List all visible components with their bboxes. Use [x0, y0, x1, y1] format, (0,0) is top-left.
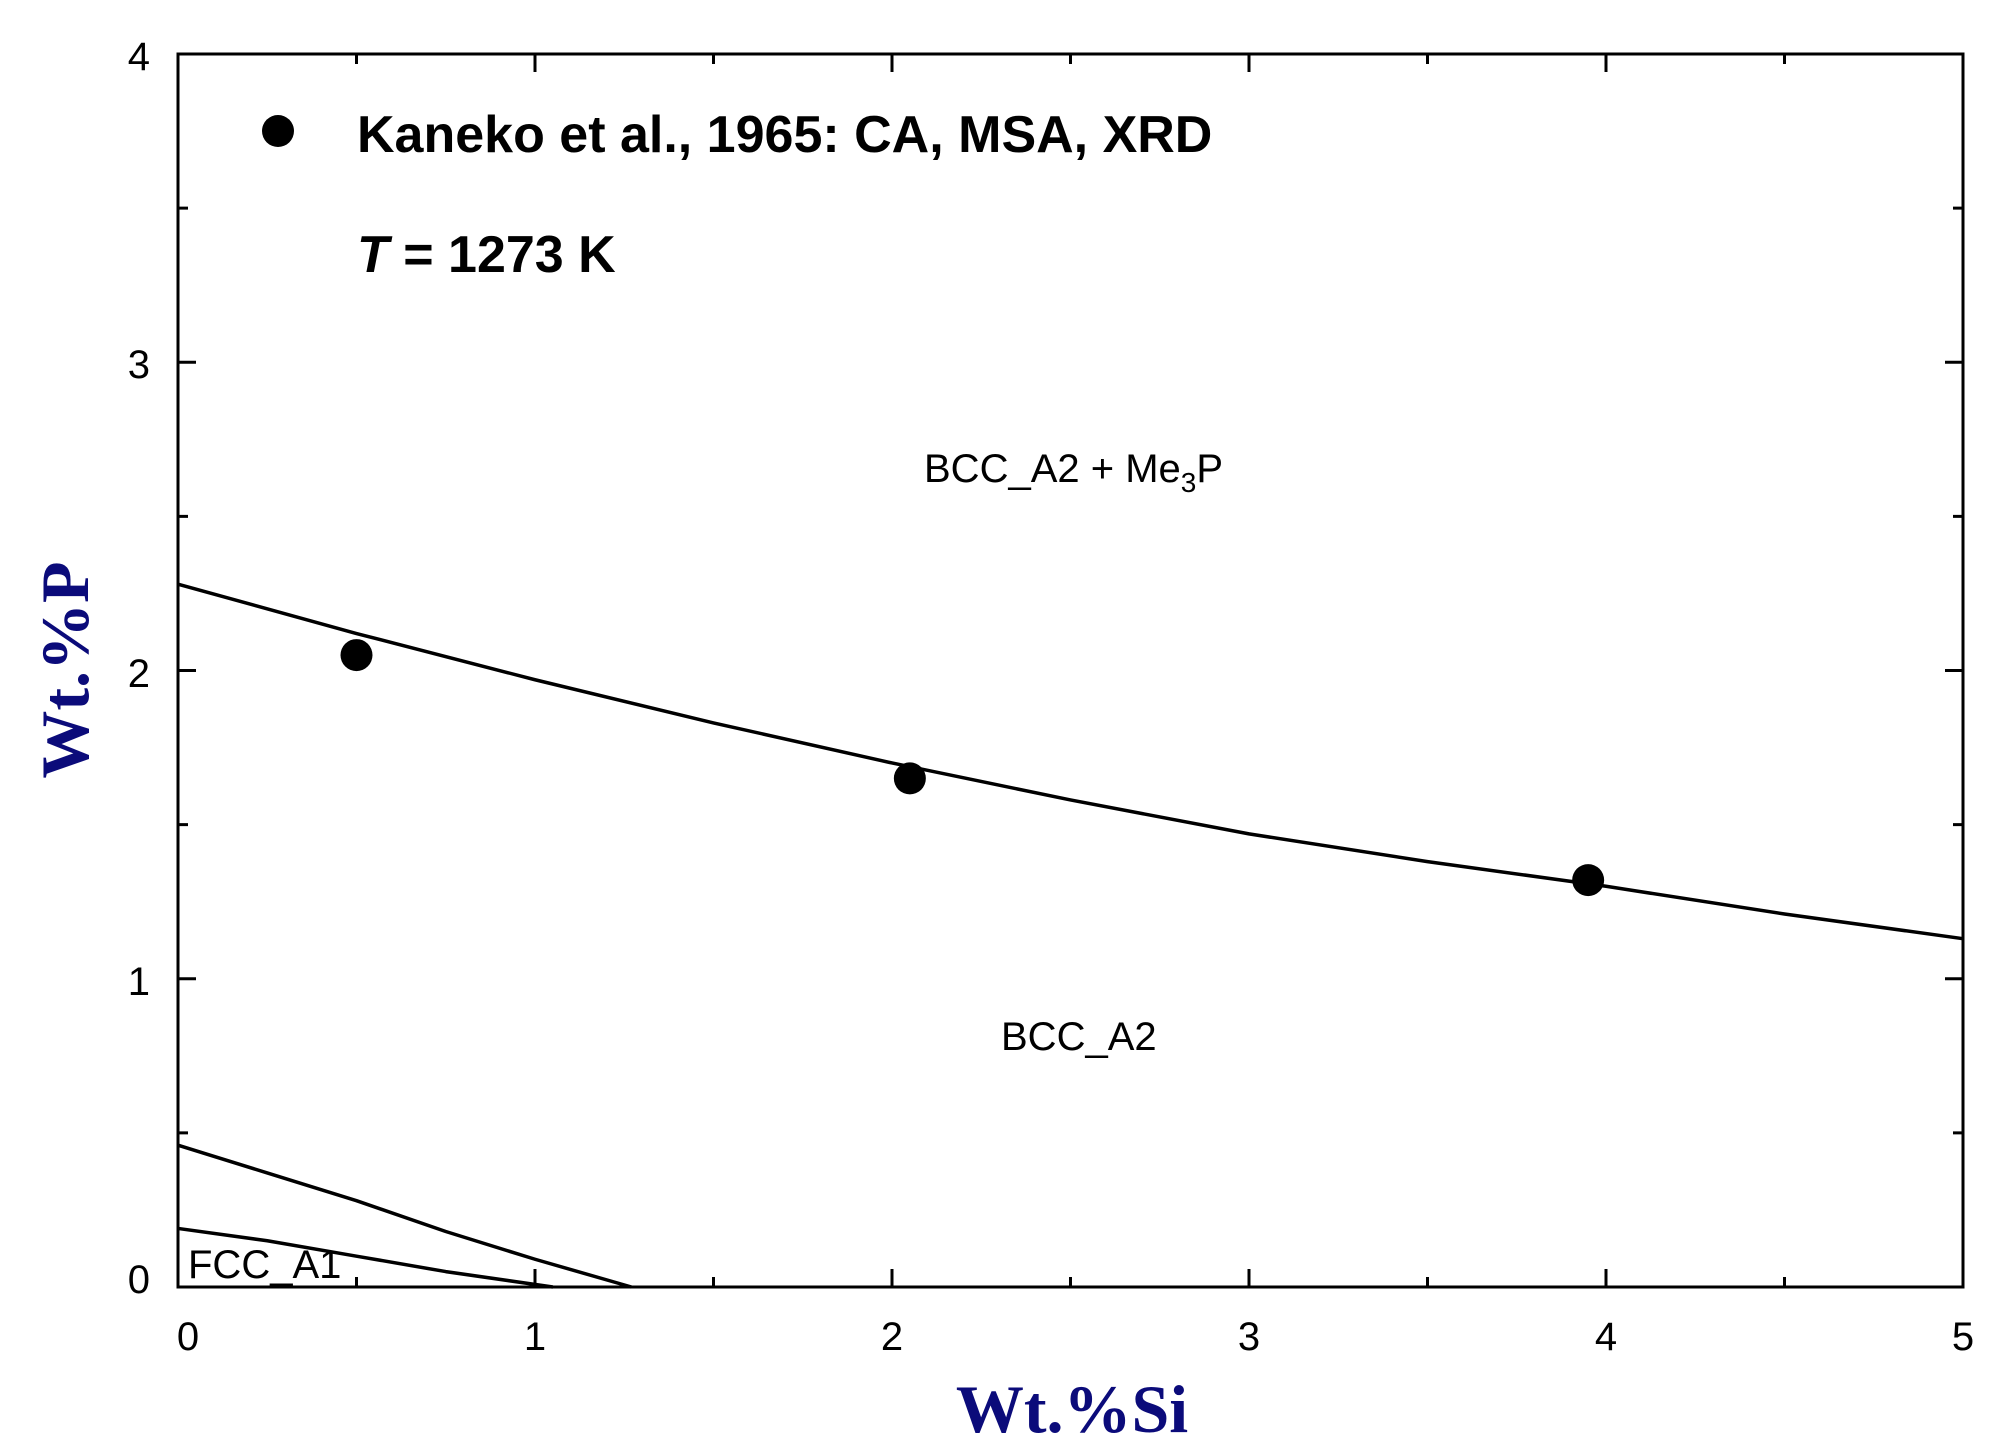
y-tick-label: 0 [128, 1258, 150, 1302]
region-label-subscript: 3 [1181, 467, 1197, 498]
y-tick-label: 1 [128, 960, 150, 1004]
temperature-annotation: T = 1273 K [357, 226, 616, 284]
temperature-symbol: T [357, 226, 393, 284]
x-tick-labels: 0 1 2 3 4 5 [177, 1315, 1974, 1359]
phase-boundaries [177, 582, 1964, 1289]
y-tick-labels: 0 1 2 3 4 [128, 35, 150, 1302]
phase-boundary-line [177, 1226, 554, 1289]
legend-label: Kaneko et al., 1965: CA, MSA, XRD [357, 106, 1212, 164]
data-point [1572, 864, 1605, 897]
x-tick-label: 1 [524, 1315, 546, 1359]
legend-marker [262, 115, 294, 147]
data-point [893, 762, 926, 795]
x-tick-label: 2 [881, 1315, 903, 1359]
phase-boundary-line [177, 1143, 632, 1289]
x-tick-label: 5 [1952, 1315, 1974, 1359]
data-point [340, 639, 373, 672]
region-label-tail: P [1196, 447, 1223, 491]
y-tick-label: 3 [128, 343, 150, 387]
phase-boundary-line [177, 582, 1964, 941]
y-axis-title: Wt.%P [27, 561, 103, 778]
region-label-bcc-me3p: BCC_A2 + Me3P [924, 447, 1223, 498]
x-tick-label: 4 [1595, 1315, 1617, 1359]
legend: Kaneko et al., 1965: CA, MSA, XRD [262, 106, 1212, 164]
y-tick-label: 2 [128, 652, 150, 696]
region-label-fcc: FCC_A1 [188, 1243, 341, 1287]
y-tick-label: 4 [128, 35, 150, 79]
data-points [340, 639, 1605, 897]
x-axis-title: Wt.%Si [956, 1371, 1188, 1447]
axis-ticks [176, 52, 1965, 1289]
temperature-value: = 1273 K [389, 226, 616, 284]
region-label-bcc: BCC_A2 [1001, 1015, 1157, 1059]
x-tick-label: 0 [177, 1315, 199, 1359]
x-tick-label: 3 [1238, 1315, 1260, 1359]
region-label-main: BCC_A2 + Me [924, 447, 1181, 491]
